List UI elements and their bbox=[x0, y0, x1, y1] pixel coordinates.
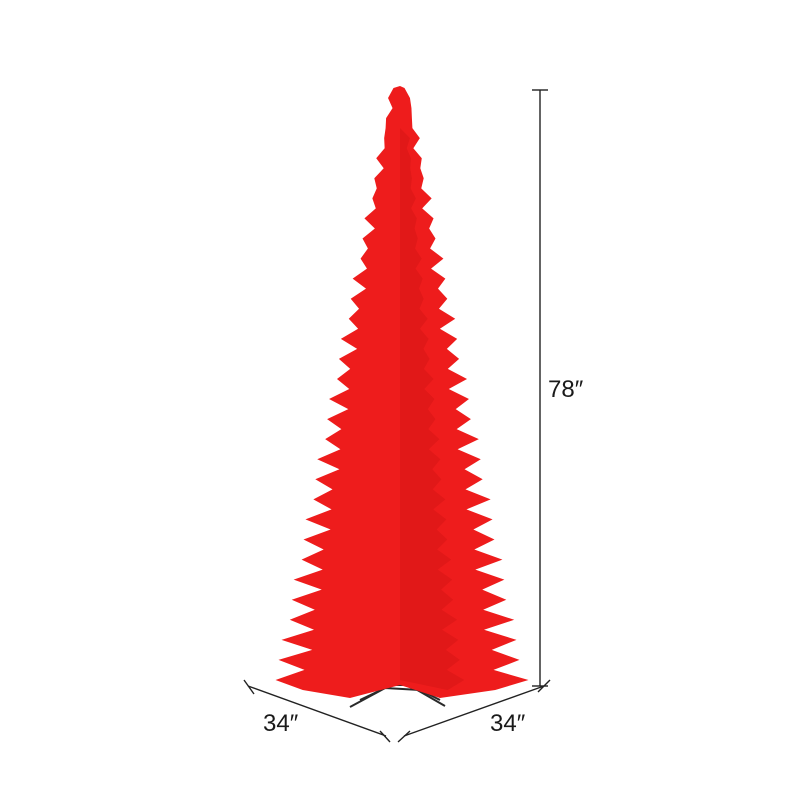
width-label: 34″ bbox=[263, 710, 299, 737]
dimension-lines bbox=[243, 89, 551, 743]
height-label: 78″ bbox=[548, 376, 584, 403]
tree-shading bbox=[400, 128, 465, 690]
width-line bbox=[247, 685, 387, 737]
depth-line bbox=[403, 685, 545, 737]
red-christmas-tree bbox=[275, 86, 529, 698]
depth-label: 34″ bbox=[490, 710, 526, 737]
